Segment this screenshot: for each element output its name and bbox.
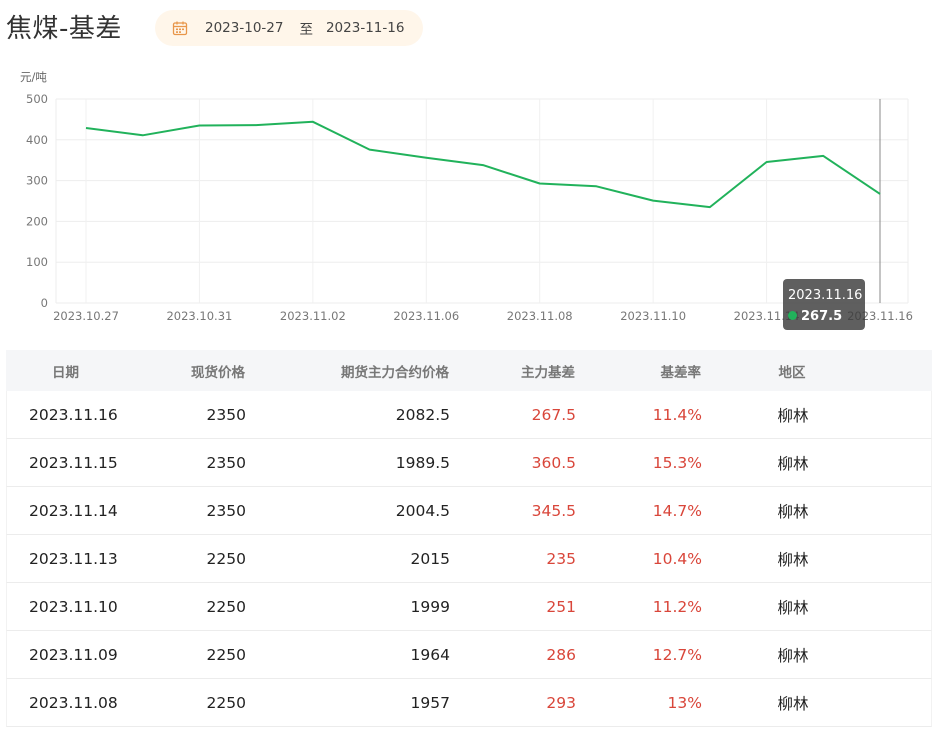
series-line [85,120,881,209]
cell-main-basis: 235 [546,549,576,568]
cell-main-basis: 293 [546,693,576,712]
cell-region: 柳林 [777,454,809,473]
y-tick-label: 400 [26,133,48,147]
table-row: 2023.11.16 2350 2082.5 267.5 11.4% 柳林 [6,391,932,439]
cell-futures-price: 2015 [410,549,450,568]
cell-spot-price: 2350 [206,453,246,472]
basis-line-chart[interactable]: 元/吨 0 100 200 300 400 500 2023.10.27 2023.10.31 2… [0,62,945,332]
cell-basis-rate: 10.4% [652,549,702,568]
cell-spot-price: 2250 [206,597,246,616]
cell-region: 柳林 [777,694,809,713]
series-dot-icon [788,311,797,320]
cell-main-basis: 345.5 [531,501,576,520]
cell-spot-price: 2350 [206,405,246,424]
cell-basis-rate: 15.3% [652,453,702,472]
y-tick-label: 0 [41,296,48,310]
y-tick-label: 100 [26,255,48,269]
table-row: 2023.11.13 2250 2015 235 10.4% 柳林 [6,535,932,583]
x-tick-label: 2023.10.27 [53,309,119,323]
basis-table: 日期 现货价格 期货主力合约价格 主力基差 基差率 地区 2023.11.16 2… [6,350,932,727]
cell-date: 2023.11.15 [29,453,118,472]
cell-spot-price: 2250 [206,645,246,664]
cell-basis-rate: 11.4% [652,405,702,424]
date-range-picker[interactable]: 2023-10-27 至 2023-11-16 [155,10,423,46]
tooltip-value: 267.5 [801,309,843,324]
cell-basis-rate: 12.7% [652,645,702,664]
tooltip-date: 2023.11.16 [788,288,863,303]
cell-region: 柳林 [777,502,809,521]
cell-region: 柳林 [777,646,809,665]
header-date: 日期 [52,364,79,381]
page-title: 焦煤-基差 [6,14,122,44]
cell-futures-price: 1957 [410,693,450,712]
start-date[interactable]: 2023-10-27 [205,20,284,36]
chart-tooltip: 2023.11.16 267.5 [783,279,865,330]
cell-main-basis: 286 [546,645,576,664]
x-tick-label: 2023.11.02 [280,309,346,323]
cell-region: 柳林 [777,406,809,425]
cell-date: 2023.11.08 [29,693,118,712]
header-futures-price: 期货主力合约价格 [341,364,449,381]
header-spot-price: 现货价格 [191,364,245,381]
cell-basis-rate: 11.2% [652,597,702,616]
cell-basis-rate: 14.7% [652,501,702,520]
cell-region: 柳林 [777,550,809,569]
x-tick-label: 2023.11.06 [393,309,459,323]
table-header: 日期 现货价格 期货主力合约价格 主力基差 基差率 地区 [6,350,932,391]
y-tick-label: 300 [26,174,48,188]
header-main-basis: 主力基差 [521,364,575,381]
cell-date: 2023.11.09 [29,645,118,664]
table-row: 2023.11.15 2350 1989.5 360.5 15.3% 柳林 [6,439,932,487]
date-separator: 至 [299,22,313,38]
chart-svg: 元/吨 0 100 200 300 400 500 2023.10.27 2023.10.31 2… [20,70,913,323]
end-date[interactable]: 2023-11-16 [325,20,405,36]
cell-region: 柳林 [777,598,809,617]
cell-futures-price: 1999 [410,597,450,616]
y-axis-label: 元/吨 [20,70,47,84]
cell-futures-price: 2082.5 [395,405,450,424]
cell-futures-price: 1964 [410,645,450,664]
x-tick-label: 2023.10.31 [166,309,232,323]
cell-date: 2023.11.13 [29,549,118,568]
cell-date: 2023.11.10 [29,597,118,616]
table-row: 2023.11.09 2250 1964 286 12.7% 柳林 [6,631,932,679]
calendar-icon [172,21,188,36]
table-row: 2023.11.08 2250 1957 293 13% 柳林 [6,679,932,727]
cell-main-basis: 360.5 [531,453,576,472]
table-body: 2023.11.16 2350 2082.5 267.5 11.4% 柳林 2023.11.… [6,391,932,727]
table-row: 2023.11.10 2250 1999 251 11.2% 柳林 [6,583,932,631]
cell-date: 2023.11.16 [29,405,118,424]
y-tick-label: 500 [26,92,48,106]
cell-basis-rate: 13% [667,693,702,712]
x-tick-label: 2023.11.08 [507,309,573,323]
y-tick-label: 200 [26,214,48,228]
cell-futures-price: 1989.5 [395,453,450,472]
x-tick-label: 2023.11.10 [620,309,686,323]
table-row: 2023.11.14 2350 2004.5 345.5 14.7% 柳林 [6,487,932,535]
cell-date: 2023.11.14 [29,501,118,520]
header-basis-rate: 基差率 [660,364,702,381]
cell-spot-price: 2350 [206,501,246,520]
cell-main-basis: 267.5 [531,405,576,424]
cell-main-basis: 251 [546,597,576,616]
cell-spot-price: 2250 [206,693,246,712]
cell-spot-price: 2250 [206,549,246,568]
cell-futures-price: 2004.5 [395,501,450,520]
header-region: 地区 [778,364,806,381]
